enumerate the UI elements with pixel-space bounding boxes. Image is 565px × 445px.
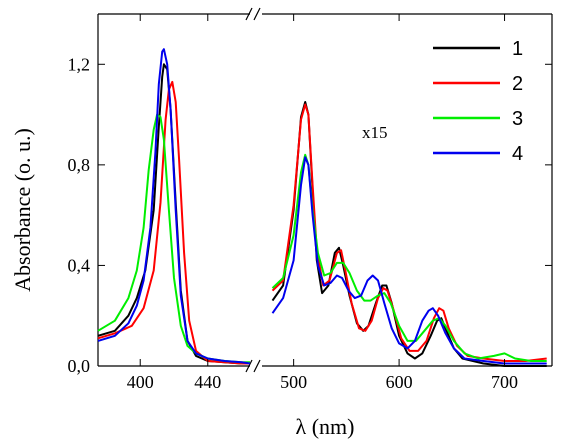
series-2-line: [97, 80, 250, 365]
y-tick-label: 0,8: [68, 155, 91, 175]
series-4-line: [97, 48, 251, 365]
y-axis-title: Absorbance (o. u.): [10, 128, 35, 292]
y-tick-label: 0,0: [68, 356, 91, 376]
legend: 1 2 3 4: [433, 38, 523, 165]
y-tick-label: 0,4: [68, 255, 91, 275]
legend-label-1: 1: [512, 38, 523, 60]
ticks-layer: 0,0 0,4 0,8 1,2 400 440 500 600 700: [68, 14, 552, 392]
x-tick-label: 600: [386, 372, 413, 392]
y-tick-label: 1,2: [68, 54, 91, 74]
axis-break-mark: [253, 7, 261, 21]
series-layer: [97, 48, 547, 367]
legend-label-3: 3: [512, 108, 523, 130]
series-1-line: [97, 63, 250, 365]
legend-label-2: 2: [512, 73, 523, 95]
axis-break-mark: [245, 359, 253, 373]
series-4-line: [271, 156, 547, 365]
scale-annotation: x15: [362, 123, 388, 142]
x-axis-title: λ (nm): [296, 414, 355, 439]
x-tick-label: 500: [280, 372, 307, 392]
plot-frame: [97, 7, 553, 373]
axis-break-mark: [253, 359, 261, 373]
axis-break-mark: [245, 7, 253, 21]
x-tick-label: 700: [491, 372, 518, 392]
series-2-line: [271, 103, 547, 362]
legend-label-4: 4: [512, 143, 523, 165]
x-tick-label: 400: [127, 372, 154, 392]
x-tick-label: 440: [194, 372, 221, 392]
